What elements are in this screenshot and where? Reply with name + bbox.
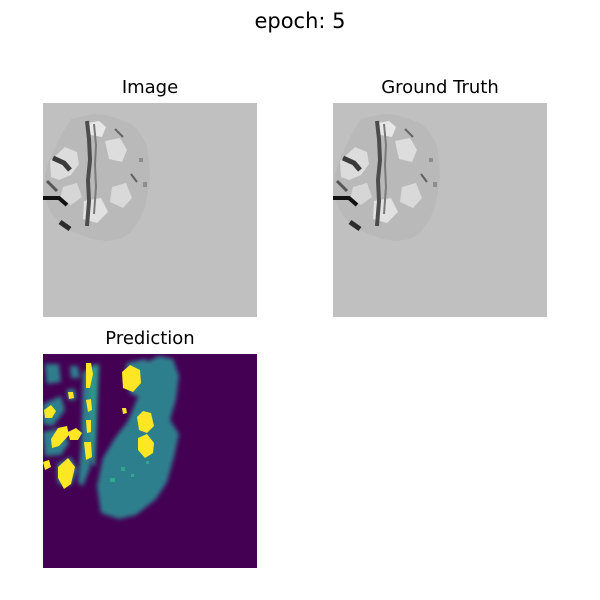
ground-truth-dark-sulcus <box>375 120 383 227</box>
ground-truth-panel <box>333 103 547 317</box>
ground-truth-tissue-highlight <box>377 121 396 137</box>
image-dark-sulcus <box>51 155 72 172</box>
figure-title: epoch: 5 <box>254 9 346 33</box>
image-panel <box>43 103 257 317</box>
image-dark-sulcus <box>58 219 72 232</box>
image-dark-sulcus <box>114 128 124 138</box>
image-tissue-highlight <box>87 121 106 137</box>
image-dark-sulcus <box>85 120 93 227</box>
ground-truth-tissue-highlight <box>400 183 422 208</box>
image-speck <box>139 158 143 162</box>
image-dark-sulcus <box>130 173 138 183</box>
ground-truth-tissue-highlight <box>350 183 372 205</box>
ground-truth-dark-sulcus <box>383 123 388 215</box>
ground-truth-speck <box>429 158 433 162</box>
prediction-panel-figure <box>43 354 257 568</box>
prediction-teal-specks <box>110 461 149 482</box>
image-tissue-highlight <box>105 138 127 162</box>
ground-truth-dark-sulcus <box>348 219 362 232</box>
image-panel-title: Image <box>121 77 179 98</box>
ground-truth-dark-sulcus <box>333 196 359 207</box>
ground-truth-panel-title: Ground Truth <box>381 77 499 98</box>
prediction-high-regions <box>43 363 154 489</box>
prediction-panel-title: Prediction <box>105 328 195 349</box>
image-tissue-highlight <box>60 183 82 205</box>
ground-truth-tissue-highlight <box>395 138 417 162</box>
image-speck <box>143 182 147 187</box>
ground-truth-dark-sulcus <box>420 173 428 183</box>
ground-truth-dark-sulcus <box>404 128 414 138</box>
image-dark-sulcus <box>93 123 98 215</box>
image-dark-sulcus <box>45 179 59 193</box>
ground-truth-speck <box>433 182 437 187</box>
ground-truth-dark-sulcus <box>341 155 362 172</box>
image-dark-sulcus <box>43 196 69 207</box>
ground-truth-panel-figure <box>333 103 547 317</box>
ground-truth-dark-sulcus <box>335 179 349 193</box>
image-tissue-highlight <box>110 183 132 208</box>
image-panel-figure <box>43 103 257 317</box>
prediction-panel <box>43 354 257 568</box>
